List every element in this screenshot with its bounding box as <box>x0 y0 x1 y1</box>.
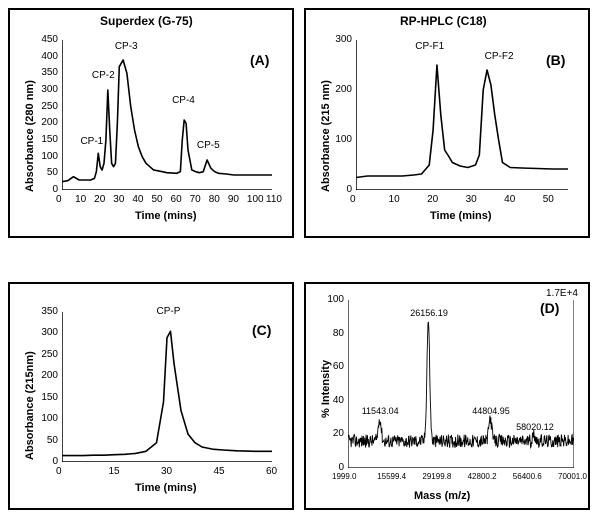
xtick-label: 90 <box>228 194 239 205</box>
ytick-label: 350 <box>34 306 58 317</box>
xtick-label: 0 <box>56 466 62 477</box>
xtick-label: 56400.6 <box>513 472 542 481</box>
xtick-label: 42800.2 <box>468 472 497 481</box>
xtick-label: 110 <box>266 194 282 205</box>
xtick-label: 40 <box>504 194 515 205</box>
xtick-label: 15599.4 <box>377 472 406 481</box>
ytick-label: 250 <box>34 349 58 360</box>
peak-label: CP-F2 <box>485 51 514 62</box>
ytick-label: 0 <box>34 184 58 195</box>
xtick-label: 30 <box>466 194 477 205</box>
ytick-label: 200 <box>328 84 352 95</box>
xtick-label: 70 <box>190 194 201 205</box>
peak-label: 58020.12 <box>516 422 554 432</box>
panel-c-plot <box>62 312 272 462</box>
peak-label: 44804.95 <box>472 406 510 416</box>
xtick-label: 29199.8 <box>422 472 451 481</box>
ytick-label: 40 <box>324 395 344 406</box>
ytick-label: 150 <box>34 392 58 403</box>
peak-label: CP-1 <box>80 136 103 147</box>
xtick-label: 50 <box>543 194 554 205</box>
ytick-label: 250 <box>34 101 58 112</box>
ytick-label: 200 <box>34 117 58 128</box>
xtick-label: 1999.0 <box>332 472 356 481</box>
xtick-label: 10 <box>75 194 86 205</box>
xtick-label: 0 <box>56 194 62 205</box>
ytick-label: 0 <box>34 456 58 467</box>
xtick-label: 80 <box>209 194 220 205</box>
panel-d-max-intensity: 1.7E+4 <box>546 288 578 299</box>
peak-label: CP-F1 <box>415 41 444 52</box>
ytick-label: 450 <box>34 34 58 45</box>
xtick-label: 15 <box>109 466 120 477</box>
peak-label: CP-3 <box>115 41 138 52</box>
figure-root: Superdex (G-75) (A) Absorbance (280 nm) … <box>0 0 598 519</box>
ytick-label: 100 <box>328 134 352 145</box>
panel-b-title: RP-HPLC (C18) <box>400 14 487 28</box>
panel-b-plot <box>356 40 568 190</box>
panel-c-xlabel: Time (mins) <box>135 482 197 494</box>
peak-label: 26156.19 <box>410 308 448 318</box>
xtick-label: 60 <box>266 466 277 477</box>
peak-label: CP-P <box>157 306 181 317</box>
ytick-label: 50 <box>34 167 58 178</box>
xtick-label: 100 <box>247 194 264 205</box>
ytick-label: 300 <box>34 84 58 95</box>
xtick-label: 20 <box>427 194 438 205</box>
xtick-label: 45 <box>214 466 225 477</box>
ytick-label: 350 <box>34 67 58 78</box>
xtick-label: 30 <box>161 466 172 477</box>
peak-label: CP-4 <box>172 95 195 106</box>
xtick-label: 50 <box>151 194 162 205</box>
ytick-label: 300 <box>328 34 352 45</box>
panel-a-xlabel: Time (mins) <box>135 210 197 222</box>
xtick-label: 30 <box>113 194 124 205</box>
panel-b-xlabel: Time (mins) <box>430 210 492 222</box>
xtick-label: 60 <box>171 194 182 205</box>
xtick-label: 0 <box>350 194 356 205</box>
ytick-label: 60 <box>324 361 344 372</box>
peak-label: 11543.04 <box>362 406 399 416</box>
xtick-label: 20 <box>94 194 105 205</box>
panel-d-plot <box>348 300 574 468</box>
ytick-label: 80 <box>324 328 344 339</box>
ytick-label: 400 <box>34 51 58 62</box>
peak-label: CP-5 <box>197 140 220 151</box>
ytick-label: 150 <box>34 134 58 145</box>
ytick-label: 100 <box>34 151 58 162</box>
ytick-label: 200 <box>34 370 58 381</box>
peak-label: CP-2 <box>92 70 115 81</box>
ytick-label: 100 <box>324 294 344 305</box>
ytick-label: 0 <box>328 184 352 195</box>
panel-a-title: Superdex (G-75) <box>100 14 193 28</box>
ytick-label: 20 <box>324 428 344 439</box>
xtick-label: 70001.0 <box>558 472 587 481</box>
xtick-label: 40 <box>132 194 143 205</box>
panel-a-plot <box>62 40 272 190</box>
panel-d-xlabel: Mass (m/z) <box>414 490 470 502</box>
ytick-label: 100 <box>34 413 58 424</box>
ytick-label: 50 <box>34 435 58 446</box>
xtick-label: 10 <box>389 194 400 205</box>
ytick-label: 300 <box>34 327 58 338</box>
